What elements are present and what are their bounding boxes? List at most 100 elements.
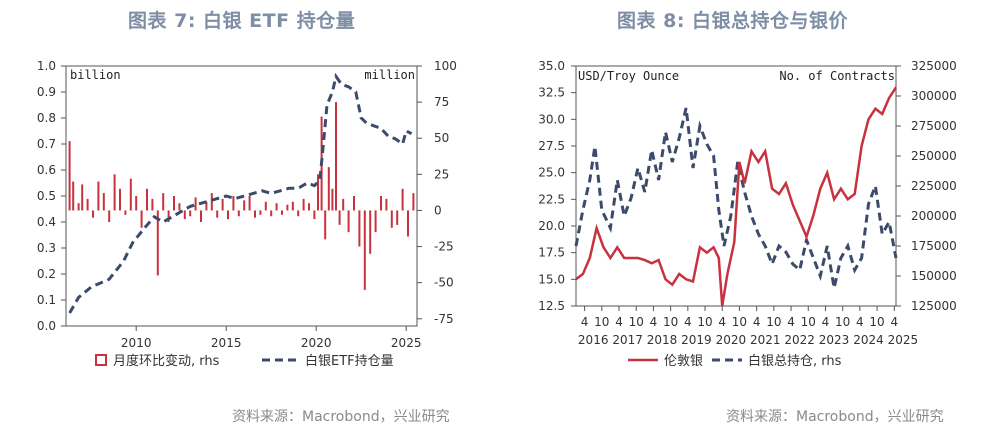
chart8-left-tick-label: 22.5 bbox=[538, 192, 565, 206]
chart8-x-month-label: 4 bbox=[615, 315, 623, 329]
chart7-change-bar bbox=[254, 210, 256, 218]
chart7-left-tick-label: 1.0 bbox=[37, 59, 56, 73]
chart8-right-tick-label: 250000 bbox=[911, 149, 957, 163]
chart7-change-bar bbox=[68, 141, 71, 211]
chart7-change-bar bbox=[297, 210, 300, 217]
chart7-change-bar bbox=[317, 174, 319, 211]
chart8-right-tick-label: 150000 bbox=[911, 269, 957, 283]
chart8-open-interest-line bbox=[574, 107, 898, 289]
chart7-change-bar bbox=[146, 188, 148, 211]
chart7-right-tick-label: 75 bbox=[434, 95, 449, 109]
chart8-x-month-label: 4 bbox=[650, 315, 658, 329]
chart8-silver-price-line bbox=[575, 86, 898, 307]
chart7-change-bar bbox=[390, 210, 393, 228]
chart7-change-bar bbox=[129, 178, 132, 211]
chart8-oi-vs-price: 35.0 32.5 30.0 27.5 25.0 22.5 20.0 17.5 15.0 12.5… bbox=[538, 59, 957, 369]
chart7-change-bar bbox=[353, 196, 355, 211]
chart8-source: 资料来源：Macrobond，兴业研究 bbox=[726, 409, 944, 425]
chart7-change-bar bbox=[135, 196, 138, 211]
chart8-left-tick-label: 27.5 bbox=[538, 139, 565, 153]
chart7-x-tick-label: 2020 bbox=[301, 336, 332, 350]
chart7-change-bar bbox=[327, 167, 330, 211]
chart8-title: 图表 8: 白银总持仓与银价 bbox=[617, 10, 849, 32]
chart8-x-month-label: 10 bbox=[663, 315, 678, 329]
chart7-change-bar bbox=[358, 210, 361, 247]
chart7-left-tick-label: 0.2 bbox=[37, 267, 56, 281]
chart7-change-bar bbox=[243, 200, 246, 211]
chart7-change-bar bbox=[275, 203, 278, 211]
chart8-left-tick-label: 12.5 bbox=[538, 299, 565, 313]
chart7-x-tick-label: 2010 bbox=[121, 336, 152, 350]
chart7-source: 资料来源：Macrobond，兴业研究 bbox=[232, 409, 450, 425]
chart8-x-month-label: 10 bbox=[801, 315, 816, 329]
chart7-change-bar bbox=[221, 198, 224, 211]
chart7-change-bar bbox=[178, 203, 181, 211]
chart7-left-unit: billion bbox=[70, 68, 121, 82]
chart8-left-tick-label: 17.5 bbox=[538, 246, 565, 260]
chart7-change-bar bbox=[77, 203, 80, 211]
chart7-right-tick-label: 50 bbox=[434, 131, 449, 145]
chart7-change-bar bbox=[189, 210, 192, 217]
chart7-right-tick-label: 100 bbox=[434, 59, 457, 73]
chart8-x-year-label: 2021 bbox=[750, 333, 781, 347]
chart7-change-bar bbox=[248, 196, 251, 211]
chart7-etf-holdings: 1.0 0.9 0.8 0.7 0.6 0.5 0.4 0.3 0.2 0.1 0.0 100 75 50… bbox=[37, 59, 457, 369]
chart7-left-tick-label: 0.3 bbox=[37, 241, 56, 255]
chart8-x-year-label: 2016 bbox=[578, 333, 609, 347]
chart7-legend-label: 月度环比变动, rhs bbox=[113, 353, 220, 369]
chart8-x-year-label: 2025 bbox=[888, 333, 919, 347]
chart7-change-bar bbox=[342, 198, 345, 211]
chart8-x-year-label: 2023 bbox=[819, 333, 850, 347]
chart8-left-tick-label: 15.0 bbox=[538, 272, 565, 286]
chart7-change-bar bbox=[385, 198, 388, 211]
chart7-change-bar bbox=[259, 210, 262, 215]
chart8-right-tick-label: 200000 bbox=[911, 209, 957, 223]
chart7-x-tick-label: 2025 bbox=[391, 336, 422, 350]
chart8-right-tick-label: 125000 bbox=[911, 299, 957, 313]
chart8-x-year-label: 2020 bbox=[716, 333, 747, 347]
chart7-change-bar bbox=[194, 197, 197, 211]
chart7-change-bar bbox=[324, 210, 327, 240]
chart8-x-year-label: 2019 bbox=[681, 333, 712, 347]
chart7-change-bar bbox=[92, 210, 94, 218]
chart7-right-tick-label: -75 bbox=[434, 312, 454, 326]
chart8-x-month-label: 10 bbox=[629, 315, 644, 329]
chart8-x-month-label: 10 bbox=[766, 315, 781, 329]
chart7-left-tick-label: 0.6 bbox=[37, 163, 56, 177]
chart8-right-tick-label: 225000 bbox=[911, 179, 957, 193]
chart7-change-bar bbox=[313, 210, 316, 220]
chart7-change-bar bbox=[151, 198, 154, 211]
chart8-x-month-label: 4 bbox=[718, 315, 726, 329]
chart7-change-bar bbox=[140, 210, 143, 228]
chart7-right-unit: million bbox=[364, 68, 415, 82]
chart7-change-bar bbox=[72, 181, 75, 211]
chart8-left-tick-label: 20.0 bbox=[538, 219, 565, 233]
chart8-x-month-label: 4 bbox=[684, 315, 692, 329]
chart7-right-tick-label: 0 bbox=[434, 203, 442, 217]
chart8-x-month-label: 4 bbox=[822, 315, 830, 329]
chart8-left-tick-label: 30.0 bbox=[538, 112, 565, 126]
chart7-change-bar bbox=[124, 210, 127, 215]
chart7-change-bar bbox=[200, 210, 202, 222]
chart7-change-bar bbox=[412, 193, 415, 211]
chart7-left-tick-label: 0.8 bbox=[37, 111, 56, 125]
chart7-change-bar bbox=[302, 198, 305, 211]
chart7-change-bar bbox=[396, 210, 399, 225]
chart7-change-bar bbox=[86, 198, 89, 211]
chart7-left-tick-label: 0.7 bbox=[37, 137, 56, 151]
chart8-left-tick-label: 32.5 bbox=[538, 86, 565, 100]
chart8-x-month-label: 4 bbox=[753, 315, 761, 329]
chart8-legend-label: 白银总持仓, rhs bbox=[748, 353, 842, 369]
chart7-change-bar bbox=[119, 188, 121, 211]
chart8-x-month-label: 4 bbox=[856, 315, 864, 329]
chart7-change-bar bbox=[102, 193, 105, 211]
chart8-right-tick-label: 325000 bbox=[911, 59, 957, 73]
chart8-x-month-label: 10 bbox=[732, 315, 747, 329]
chart7-change-bar bbox=[81, 184, 84, 211]
chart8-left-tick-label: 25.0 bbox=[538, 166, 565, 180]
chart8-legend-label: 伦敦银 bbox=[664, 353, 703, 369]
chart8-right-unit: No. of Contracts bbox=[779, 69, 895, 83]
chart7-right-tick-label: -25 bbox=[434, 240, 454, 254]
chart8-x-month-label: 10 bbox=[697, 315, 712, 329]
